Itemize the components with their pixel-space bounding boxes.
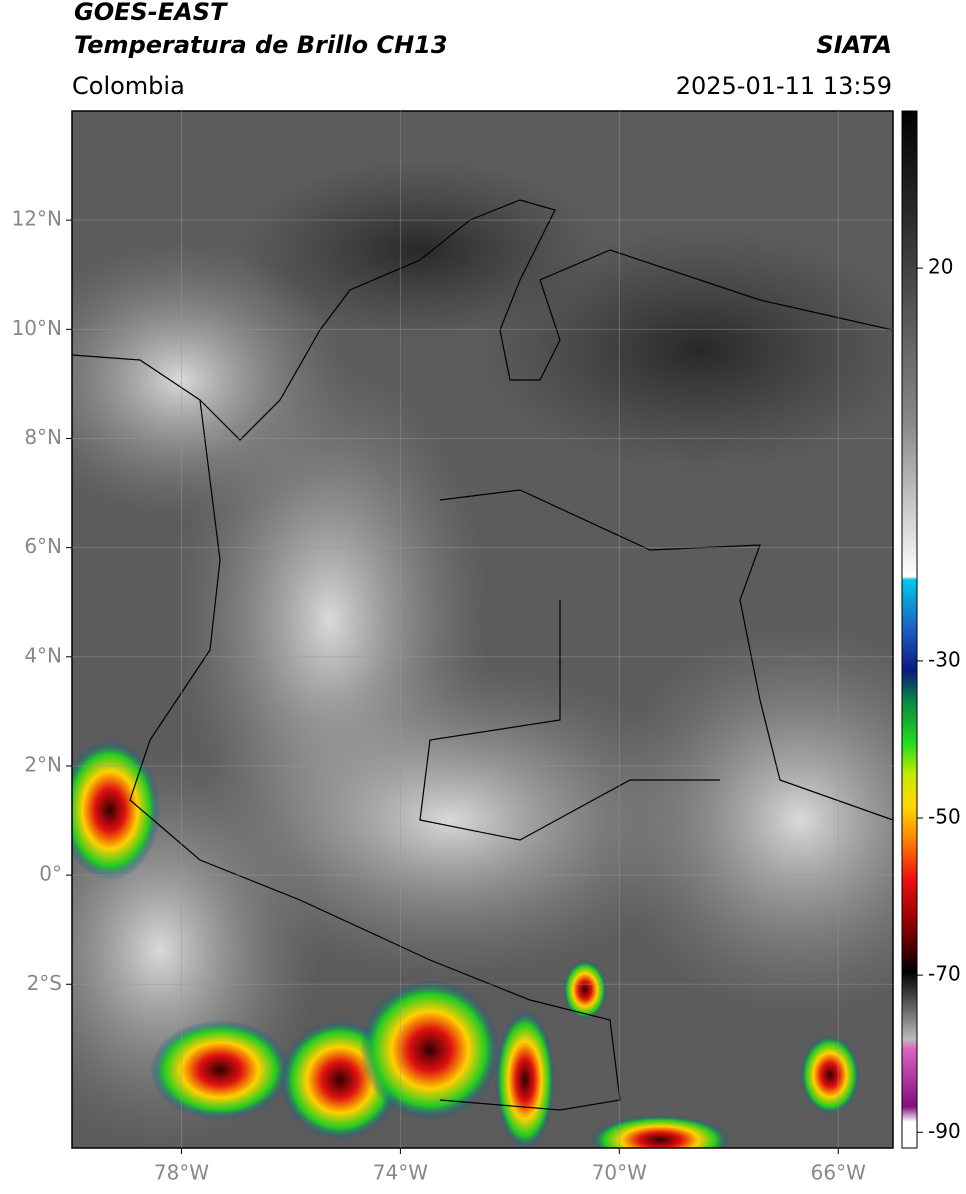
colorbar-tick-label: -90	[928, 1119, 961, 1143]
satellite-image	[72, 111, 893, 1148]
y-tick-label: 2°N	[24, 752, 62, 776]
y-tick-label: 4°N	[24, 643, 62, 667]
x-tick-label: 78°W	[154, 1161, 209, 1185]
subtitle: Temperatura de Brillo CH13	[74, 31, 448, 59]
x-tick-label: 70°W	[592, 1161, 647, 1185]
y-tick-label: 6°N	[24, 534, 62, 558]
y-tick-label: 0°	[39, 862, 62, 886]
y-tick-label: 2°S	[27, 971, 62, 995]
x-tick-label: 74°W	[373, 1161, 428, 1185]
source: SIATA	[816, 31, 892, 59]
colorbar-tick-label: 20	[928, 255, 953, 279]
colorbar	[901, 110, 918, 1149]
colorbar-tick-label: -50	[928, 805, 961, 829]
title: GOES-EAST	[74, 0, 228, 26]
x-tick-label: 66°W	[811, 1161, 866, 1185]
map-frame	[71, 110, 894, 1149]
colorbar-tick-label: -30	[928, 647, 961, 671]
y-tick-label: 10°N	[12, 316, 62, 340]
region: Colombia	[72, 72, 185, 100]
timestamp: 2025-01-11 13:59	[676, 72, 892, 100]
colorbar-tick-label: -70	[928, 962, 961, 986]
y-tick-label: 8°N	[24, 425, 62, 449]
y-tick-label: 12°N	[12, 207, 62, 231]
